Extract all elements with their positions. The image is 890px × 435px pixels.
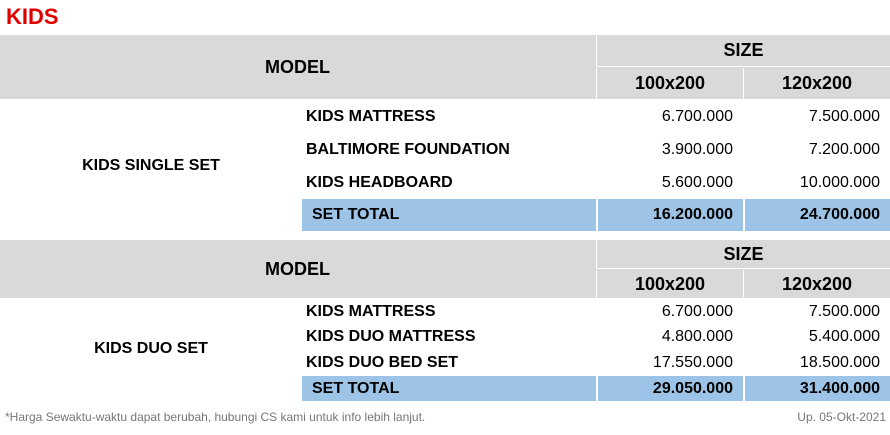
price-table-duo-set: MODEL SIZE 100x200 120x200 KIDS DUO SET … [0, 240, 890, 401]
total-100x200: 16.200.000 [596, 199, 743, 231]
price-table-single-set: MODEL SIZE 100x200 120x200 KIDS SINGLE S… [0, 35, 890, 231]
set-total-row: SET TOTAL 29.050.000 31.400.000 [302, 376, 890, 401]
price-100x200: 3.900.000 [661, 141, 733, 158]
table-row: KIDS DUO BED SET 17.550.000 18.500.000 [302, 350, 890, 376]
table-header: MODEL SIZE 100x200 120x200 [0, 35, 890, 99]
price-120x200: 7.200.000 [808, 141, 880, 158]
table-row: KIDS MATTRESS 6.700.000 7.500.000 [302, 299, 890, 324]
model-header: MODEL [265, 258, 330, 279]
total-120x200: 31.400.000 [743, 376, 890, 401]
set-name: KIDS SINGLE SET [82, 156, 220, 174]
page-title: KIDS [6, 4, 59, 29]
price-100x200: 5.600.000 [661, 174, 733, 191]
item-name: KIDS MATTRESS [306, 108, 436, 125]
size-column-100x200: 100x200 [596, 68, 743, 99]
price-120x200: 5.400.000 [808, 328, 880, 345]
set-name: KIDS DUO SET [94, 340, 208, 357]
size-column-120x200: 120x200 [743, 270, 890, 298]
price-120x200: 18.500.000 [799, 354, 880, 371]
table-row: KIDS MATTRESS 6.700.000 7.500.000 [302, 101, 890, 133]
price-100x200: 4.800.000 [661, 328, 733, 345]
size-column-100x200: 100x200 [596, 270, 743, 298]
table-header: MODEL SIZE 100x200 120x200 [0, 240, 890, 298]
set-total-row: SET TOTAL 16.200.000 24.700.000 [302, 199, 890, 231]
size-header: SIZE [596, 35, 890, 67]
set-total-label: SET TOTAL [312, 206, 400, 223]
item-name: BALTIMORE FOUNDATION [306, 141, 510, 158]
item-name: KIDS HEADBOARD [306, 174, 453, 191]
price-120x200: 10.000.000 [799, 174, 880, 191]
price-120x200: 7.500.000 [808, 108, 880, 125]
item-name: KIDS DUO BED SET [306, 354, 459, 371]
price-100x200: 6.700.000 [661, 302, 733, 320]
table-row: KIDS DUO MATTRESS 4.800.000 5.400.000 [302, 324, 890, 350]
price-120x200: 7.500.000 [808, 302, 880, 320]
table-row: KIDS HEADBOARD 5.600.000 10.000.000 [302, 167, 890, 199]
item-name: KIDS DUO MATTRESS [306, 328, 476, 345]
table-row: BALTIMORE FOUNDATION 3.900.000 7.200.000 [302, 134, 890, 166]
price-100x200: 17.550.000 [652, 354, 733, 371]
update-date: Up. 05-Okt-2021 [797, 410, 886, 424]
size-column-120x200: 120x200 [743, 68, 890, 99]
model-header: MODEL [265, 56, 330, 77]
total-120x200: 24.700.000 [743, 199, 890, 231]
item-name: KIDS MATTRESS [306, 302, 436, 320]
size-header: SIZE [596, 240, 890, 269]
price-100x200: 6.700.000 [661, 108, 733, 125]
price-disclaimer: *Harga Sewaktu-waktu dapat berubah, hubu… [5, 410, 426, 424]
total-100x200: 29.050.000 [596, 376, 743, 401]
set-total-label: SET TOTAL [312, 379, 400, 397]
